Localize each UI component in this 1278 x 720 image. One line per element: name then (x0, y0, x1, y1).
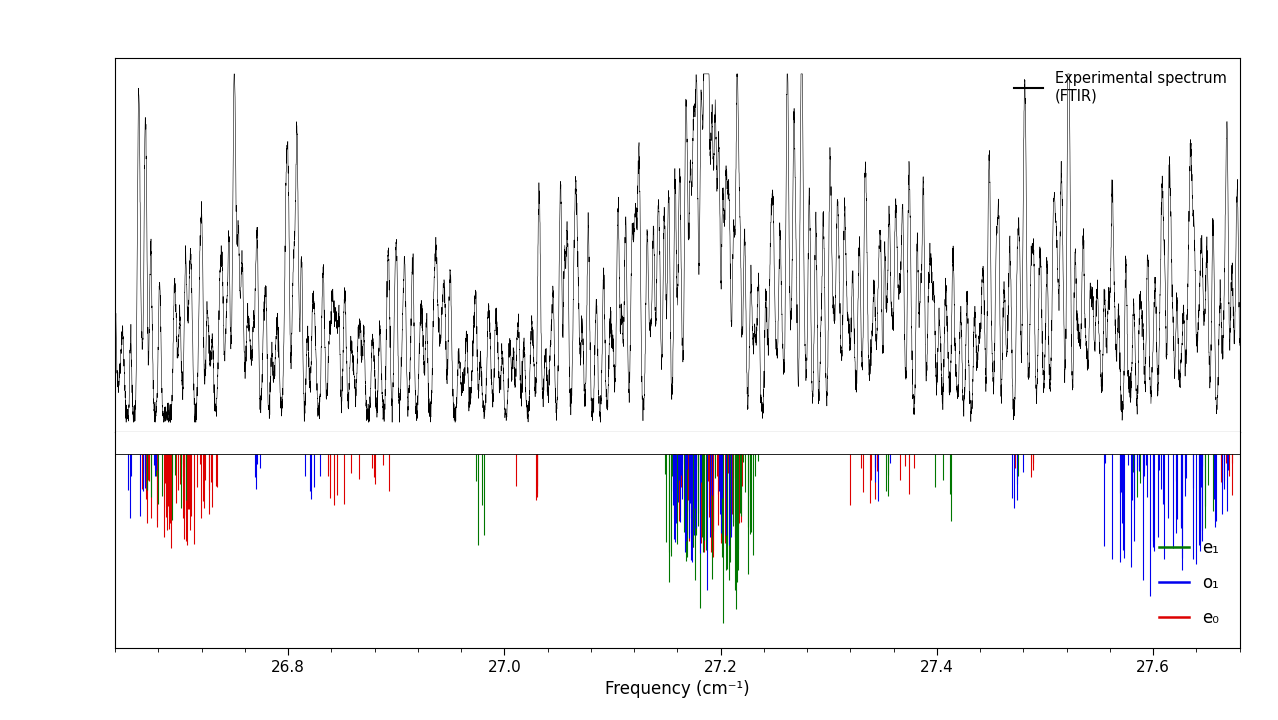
Legend: Experimental spectrum
(FTIR): Experimental spectrum (FTIR) (1008, 65, 1232, 109)
X-axis label: Frequency (cm⁻¹): Frequency (cm⁻¹) (604, 680, 750, 698)
Legend: e₁, o₁, e₀: e₁, o₁, e₀ (1151, 533, 1226, 633)
